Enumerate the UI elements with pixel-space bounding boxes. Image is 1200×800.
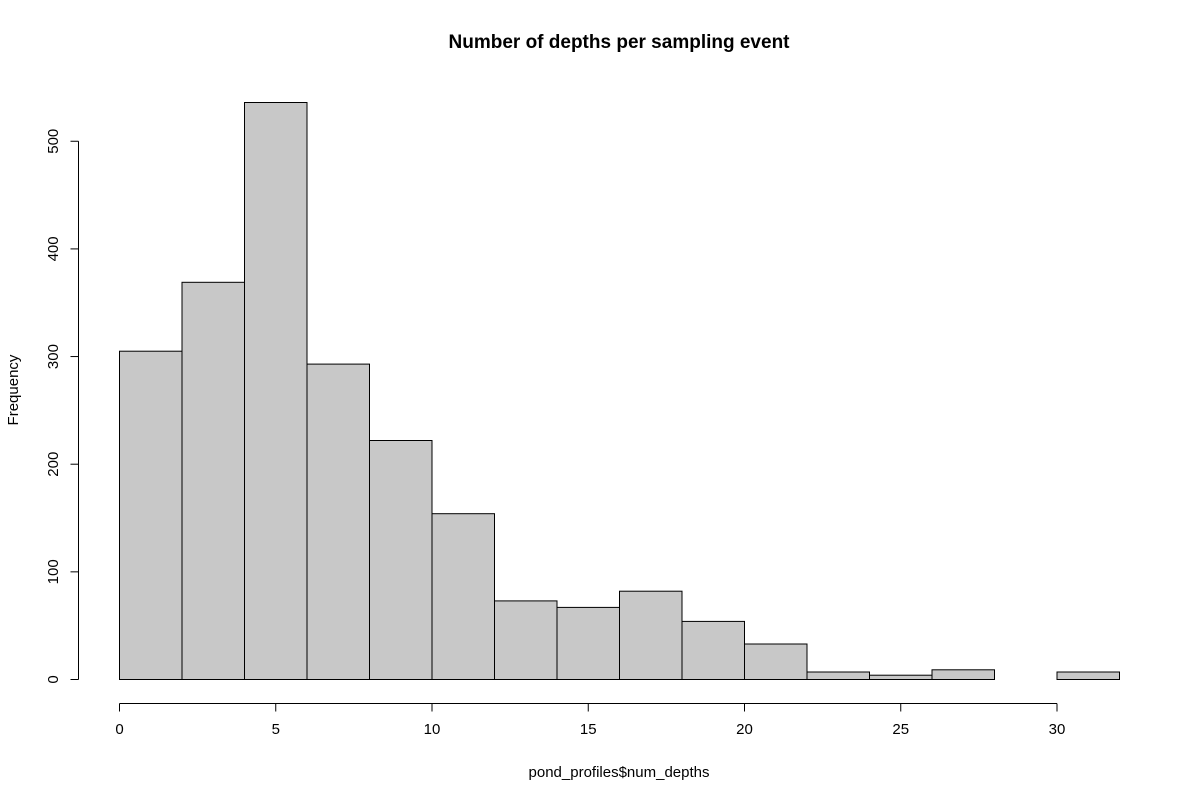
x-tick-label: 25: [892, 721, 909, 738]
histogram-bar: [369, 440, 433, 680]
x-tick-label: 10: [424, 721, 441, 738]
histogram-bar: [744, 643, 808, 680]
x-axis-label: pond_profiles$num_depths: [529, 764, 710, 781]
histogram-bar: [181, 281, 245, 680]
histogram-bar: [119, 350, 183, 680]
histogram-bar: [306, 363, 370, 680]
y-tick-label: 200: [45, 452, 62, 477]
histogram-bar: [869, 674, 933, 681]
histogram-bar: [931, 669, 995, 680]
histogram-bar: [244, 102, 308, 680]
y-tick-label: 100: [45, 559, 62, 584]
histogram-bar: [806, 671, 870, 680]
y-axis-label: Frequency: [5, 354, 22, 425]
bars-group: [119, 102, 1120, 681]
histogram-bar: [1056, 671, 1120, 680]
histogram-bar: [556, 606, 620, 681]
y-axis: 0 100 200 300 400 500: [45, 129, 79, 684]
histogram-bar: [431, 513, 495, 681]
x-tick-label: 0: [115, 721, 123, 738]
y-tick-label: 500: [45, 129, 62, 154]
histogram-bar: [681, 620, 745, 681]
y-tick-label: 0: [45, 675, 62, 683]
chart-title: Number of depths per sampling event: [449, 32, 791, 53]
x-tick-label: 30: [1049, 721, 1066, 738]
x-tick-label: 20: [736, 721, 753, 738]
x-tick-label: 5: [272, 721, 280, 738]
x-tick-label: 15: [580, 721, 597, 738]
y-tick-label: 300: [45, 344, 62, 369]
y-tick-label: 400: [45, 236, 62, 261]
histogram-bar: [619, 590, 683, 681]
x-axis: 0 5 10 15 20 25 30: [115, 703, 1066, 738]
histogram-bar: [494, 600, 558, 681]
